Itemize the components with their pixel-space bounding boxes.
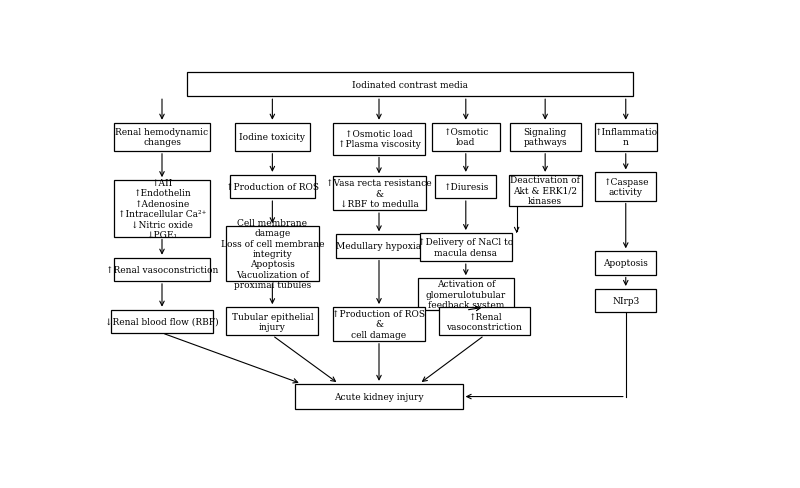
Text: Signaling
pathways: Signaling pathways	[523, 128, 567, 147]
Text: Activation of
glomerulotubular
feedback system: Activation of glomerulotubular feedback …	[426, 280, 506, 309]
Text: ↑Production of ROS: ↑Production of ROS	[226, 183, 319, 192]
Text: ↑Osmotic load
↑Plasma viscosity: ↑Osmotic load ↑Plasma viscosity	[338, 130, 421, 149]
Bar	[226, 227, 319, 281]
Bar	[438, 307, 530, 336]
Text: ↑Delivery of NaCl to
macula densa: ↑Delivery of NaCl to macula densa	[418, 238, 514, 257]
Text: Tubular epithelial
injury: Tubular epithelial injury	[231, 312, 313, 331]
Text: ↑Renal vasoconstriction: ↑Renal vasoconstriction	[106, 265, 218, 274]
Text: ↑Inflammatio
n: ↑Inflammatio n	[594, 128, 658, 147]
Bar	[114, 258, 210, 282]
Bar	[111, 310, 213, 333]
Text: ↑Osmotic
load: ↑Osmotic load	[443, 128, 489, 147]
Text: ↓Renal blood flow (RBF): ↓Renal blood flow (RBF)	[105, 317, 219, 326]
Bar	[295, 384, 462, 409]
Text: Acute kidney injury: Acute kidney injury	[334, 392, 424, 401]
Text: Cell membrane
damage
Loss of cell membrane
integrity
Apoptosis
Vacuolization of
: Cell membrane damage Loss of cell membra…	[221, 218, 324, 289]
Text: NIrp3: NIrp3	[612, 296, 639, 305]
Bar	[595, 173, 656, 201]
Bar	[509, 175, 582, 206]
Bar	[595, 289, 656, 313]
Text: ↑AII
↑Endothelin
↑Adenosine
↑Intracellular Ca²⁺
↓Nitric oxide
↓PGE₁: ↑AII ↑Endothelin ↑Adenosine ↑Intracellul…	[118, 179, 206, 239]
Bar	[333, 177, 426, 211]
Text: ↑Renal
vasoconstriction: ↑Renal vasoconstriction	[446, 312, 522, 331]
Bar	[114, 123, 210, 152]
Bar	[435, 175, 496, 199]
Bar	[226, 307, 318, 336]
Bar	[230, 175, 315, 199]
Text: Iodinated contrast media: Iodinated contrast media	[352, 81, 468, 89]
Text: Renal hemodynamic
changes: Renal hemodynamic changes	[115, 128, 209, 147]
Text: Deactivation of
Akt & ERK1/2
kinases: Deactivation of Akt & ERK1/2 kinases	[510, 176, 580, 206]
Bar	[336, 235, 422, 258]
Bar	[420, 233, 512, 262]
Bar	[418, 279, 514, 310]
Bar	[114, 181, 210, 237]
Text: Iodine toxicity: Iodine toxicity	[239, 133, 306, 142]
Bar	[432, 123, 500, 152]
Bar	[235, 123, 310, 152]
Bar	[333, 123, 425, 155]
Text: ↑Production of ROS
&
cell damage: ↑Production of ROS & cell damage	[333, 309, 426, 339]
Text: ↑Diuresis: ↑Diuresis	[443, 183, 489, 192]
Text: ↑Vasa recta resistance
&
↓RBF to medulla: ↑Vasa recta resistance & ↓RBF to medulla	[326, 179, 432, 209]
Text: ↑Caspase
activity: ↑Caspase activity	[603, 178, 649, 197]
Bar	[594, 123, 657, 152]
Bar	[510, 123, 581, 152]
Bar	[333, 307, 425, 341]
Text: Medullary hypoxia: Medullary hypoxia	[337, 242, 422, 251]
Bar	[187, 73, 634, 97]
Bar	[595, 252, 656, 275]
Text: Apoptosis: Apoptosis	[603, 259, 648, 268]
